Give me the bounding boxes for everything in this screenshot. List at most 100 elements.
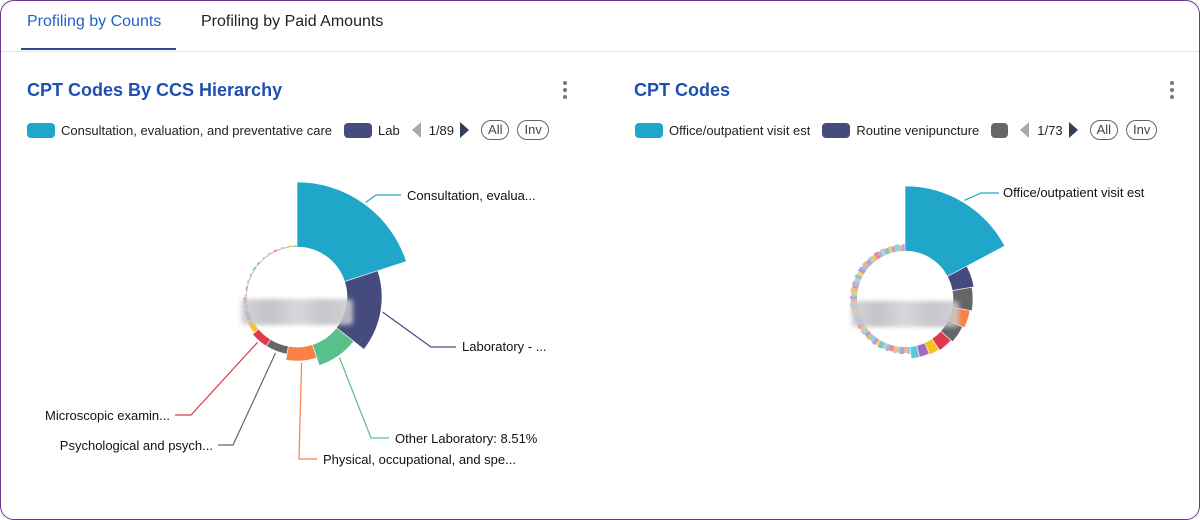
ccs-rose-chart: Consultation, evalua... Laboratory - ... O…: [45, 181, 547, 467]
minor-slice[interactable]: [873, 251, 881, 260]
minor-slices: [245, 245, 297, 297]
minor-slice[interactable]: [892, 345, 898, 354]
slice-label: Other Laboratory: 8.51%: [395, 431, 538, 446]
minor-slice[interactable]: [888, 245, 893, 254]
minor-slices: [850, 244, 911, 354]
slice-label: Consultation, evalua...: [407, 188, 536, 203]
minor-slice[interactable]: [294, 245, 297, 248]
minor-slice[interactable]: [868, 334, 877, 343]
minor-slice[interactable]: [857, 266, 867, 275]
total-value-redacted: [241, 299, 353, 325]
legend-all-button[interactable]: All: [1089, 120, 1119, 140]
minor-slice[interactable]: [283, 246, 288, 249]
chart-center: [857, 251, 953, 347]
minor-slice[interactable]: [850, 296, 858, 299]
legend-swatch: [27, 122, 55, 138]
legend: Office/outpatient visit est Routine veni…: [635, 120, 1180, 140]
minor-slice[interactable]: [259, 259, 264, 263]
legend-prev-icon[interactable]: [411, 122, 421, 138]
minor-slice[interactable]: [891, 245, 896, 253]
more-options-icon[interactable]: [562, 81, 568, 99]
minor-slice[interactable]: [866, 332, 873, 340]
legend-item[interactable]: Office/outpatient visit est: [635, 122, 811, 138]
minor-slice[interactable]: [868, 256, 875, 264]
legend-item[interactable]: Routine venipuncture: [822, 122, 980, 138]
minor-slice[interactable]: [888, 344, 895, 352]
minor-slice[interactable]: [856, 271, 864, 278]
minor-slice[interactable]: [871, 254, 878, 262]
minor-slice[interactable]: [280, 246, 285, 250]
minor-slice[interactable]: [860, 327, 869, 336]
minor-slice[interactable]: [875, 339, 881, 346]
more-options-icon[interactable]: [1169, 81, 1175, 99]
slice-label: Microscopic examin...: [45, 408, 170, 423]
legend-inverse-button[interactable]: Inv: [1126, 120, 1158, 140]
minor-slice[interactable]: [883, 247, 891, 255]
minor-slice[interactable]: [255, 264, 259, 268]
legend-page-indicator: 1/73: [1037, 122, 1063, 138]
minor-slice[interactable]: [850, 287, 859, 294]
minor-slice[interactable]: [851, 292, 858, 297]
minor-slice[interactable]: [277, 248, 282, 251]
minor-slice[interactable]: [246, 290, 248, 295]
minor-slice[interactable]: [262, 256, 266, 260]
minor-slice[interactable]: [865, 258, 873, 267]
legend-swatch: [991, 122, 1009, 138]
legend-item[interactable]: Consultation, evaluation, and preventati…: [27, 122, 332, 138]
minor-slice[interactable]: [245, 294, 248, 297]
legend-label: Routine venipuncture: [856, 122, 980, 138]
minor-slice[interactable]: [271, 251, 275, 254]
legend-all-button[interactable]: All: [481, 120, 510, 140]
minor-slice[interactable]: [878, 250, 884, 258]
minor-slice[interactable]: [904, 346, 908, 353]
minor-slice[interactable]: [871, 337, 879, 346]
tab-profiling-by-paid-amounts[interactable]: Profiling by Paid Amounts: [201, 13, 384, 30]
legend-next-icon[interactable]: [460, 122, 470, 138]
minor-slice[interactable]: [247, 283, 249, 287]
minor-slice[interactable]: [252, 266, 257, 272]
chart-center: [247, 247, 347, 347]
legend-item[interactable]: Lab: [344, 122, 400, 138]
minor-slice[interactable]: [899, 245, 903, 252]
minor-slice[interactable]: [880, 248, 887, 257]
minor-slice[interactable]: [853, 277, 862, 284]
legend-next-icon[interactable]: [1068, 122, 1078, 138]
minor-slice[interactable]: [894, 244, 900, 252]
slice-label: Office/outpatient visit est: [1003, 185, 1145, 200]
legend-swatch: [635, 122, 663, 138]
minor-slice[interactable]: [899, 346, 905, 354]
rose-slice[interactable]: [285, 344, 318, 362]
minor-slice[interactable]: [902, 244, 905, 252]
minor-slice[interactable]: [287, 245, 292, 248]
minor-slice[interactable]: [851, 281, 860, 287]
minor-slice[interactable]: [249, 273, 253, 277]
minor-slice[interactable]: [256, 261, 261, 266]
minor-slice[interactable]: [882, 342, 888, 350]
panel-cpt-codes: CPT Codes Office/outpatient visit est Ro…: [609, 51, 1199, 519]
slice-label: Psychological and psych...: [60, 438, 213, 453]
minor-slice[interactable]: [267, 251, 272, 257]
label-leader-line: [338, 357, 389, 439]
legend-prev-icon[interactable]: [1020, 122, 1030, 138]
minor-slice[interactable]: [251, 270, 255, 275]
legend-inverse-button[interactable]: Inv: [517, 120, 549, 140]
minor-slice[interactable]: [862, 261, 870, 269]
panel-ccs-hierarchy: CPT Codes By CCS Hierarchy Consultation,…: [1, 51, 599, 519]
minor-slice[interactable]: [861, 265, 868, 271]
minor-slice[interactable]: [896, 346, 900, 353]
legend-item[interactable]: [991, 122, 1009, 138]
legend-label: Office/outpatient visit est: [669, 122, 811, 138]
minor-slice[interactable]: [264, 255, 269, 259]
minor-slice[interactable]: [248, 276, 252, 281]
minor-slice[interactable]: [273, 249, 278, 253]
minor-slice[interactable]: [854, 274, 863, 280]
minor-slice[interactable]: [245, 286, 249, 291]
minor-slice[interactable]: [885, 343, 891, 352]
tab-profiling-by-counts[interactable]: Profiling by Counts: [27, 13, 162, 30]
legend-page-indicator: 1/89: [428, 122, 455, 138]
minor-slice[interactable]: [877, 340, 885, 349]
minor-slice[interactable]: [291, 246, 295, 248]
minor-slice[interactable]: [864, 330, 872, 338]
minor-slice[interactable]: [852, 285, 859, 290]
minor-slice[interactable]: [246, 280, 250, 285]
